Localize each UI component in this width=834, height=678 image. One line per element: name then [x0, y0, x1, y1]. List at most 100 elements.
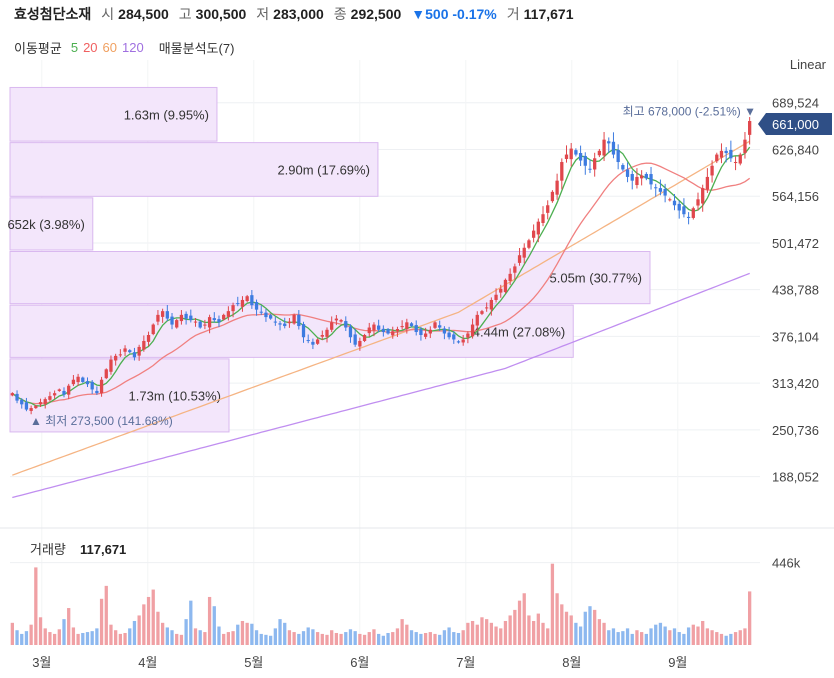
candle-body — [635, 176, 639, 186]
price-tick-label: 564,156 — [772, 189, 819, 204]
scale-mode[interactable]: Linear — [789, 57, 826, 72]
volume-bar — [602, 622, 606, 645]
candle-body — [461, 339, 465, 343]
candle-body — [696, 199, 700, 206]
candle-body — [339, 320, 343, 322]
low-label: 저 — [256, 6, 270, 22]
volume-bar — [733, 632, 738, 645]
volume-bar — [639, 632, 644, 645]
candle-body — [536, 221, 540, 235]
volume-bar — [461, 630, 465, 645]
volume-bar — [672, 628, 677, 645]
candle-body — [560, 162, 564, 181]
volume-bar — [85, 632, 90, 645]
volume-bar — [522, 593, 526, 645]
candle-body — [419, 329, 423, 335]
volume-bar — [226, 632, 231, 645]
candle-body — [611, 141, 616, 155]
candle-body — [184, 313, 188, 319]
ma5-label[interactable]: 5 — [70, 40, 79, 55]
volume-profile-bar — [9, 197, 94, 251]
candle-body — [719, 150, 724, 158]
volume-bar — [377, 633, 381, 645]
candle-body — [189, 315, 193, 321]
volume-profile-title[interactable]: 매물분석도(7) — [158, 41, 235, 56]
ma-title[interactable]: 이동평균 — [14, 41, 62, 56]
volume-bar — [52, 633, 57, 645]
candle-body — [348, 326, 353, 338]
candle-body — [198, 321, 202, 328]
candle-body — [222, 314, 226, 320]
candle-body — [738, 154, 742, 164]
volume-bar — [179, 634, 184, 645]
candle-body — [668, 199, 672, 201]
candle-body — [151, 324, 155, 335]
indicator-legend[interactable]: 이동평균 5 20 60 120 매물분석도(7) — [14, 38, 238, 57]
volume-bar — [301, 631, 306, 645]
volume-bar — [283, 622, 287, 645]
candle-body — [358, 340, 362, 347]
volume-bar — [395, 628, 400, 645]
candle-body — [203, 324, 207, 326]
candle-body — [649, 174, 653, 185]
volume-bar — [240, 620, 245, 645]
volume-bar — [367, 632, 371, 645]
volume-bar — [649, 628, 653, 645]
price-tick-label: 438,788 — [772, 283, 819, 298]
candle-body — [287, 321, 292, 324]
ma120-label[interactable]: 120 — [122, 40, 144, 55]
candle-body — [160, 311, 165, 317]
volume-bar — [701, 620, 705, 645]
volume-bar — [381, 635, 385, 645]
price-tick-label: 626,840 — [772, 142, 819, 157]
volume-bar — [489, 622, 494, 645]
candle-body — [283, 323, 287, 327]
candle-body — [245, 296, 249, 302]
candle-body — [132, 352, 137, 358]
volume-bar — [24, 631, 29, 645]
volume-bar — [320, 633, 324, 645]
volume-bar — [43, 628, 47, 645]
candle-body — [724, 150, 728, 154]
candle-body — [452, 334, 456, 340]
candle-body — [597, 150, 602, 156]
volume-bar — [531, 620, 536, 645]
candle-body — [142, 340, 146, 350]
volume-bar — [160, 622, 165, 645]
volume-bar — [433, 633, 437, 645]
low-value: 283,000 — [273, 6, 324, 22]
volume-bar — [114, 630, 118, 645]
candle-body — [682, 206, 686, 215]
candle-body — [433, 322, 437, 328]
volume-bar — [710, 630, 714, 645]
candle-body — [733, 162, 738, 164]
volume-bar — [156, 611, 160, 645]
open-value: 284,500 — [118, 6, 169, 22]
volume-bar — [513, 609, 517, 645]
price-tick-label: 313,420 — [772, 376, 819, 391]
volume-bar — [555, 593, 559, 645]
candle-body — [428, 329, 432, 334]
volume-bar — [405, 624, 409, 645]
ma60-label[interactable]: 60 — [102, 40, 118, 55]
volume-label: 거 — [506, 6, 520, 22]
candle-body — [710, 165, 714, 176]
price-tick-label: 689,524 — [772, 96, 819, 111]
volume-panel-title: 거래량 — [30, 542, 66, 557]
candle-body — [414, 325, 418, 333]
volume-bar — [569, 615, 573, 645]
candle-body — [555, 180, 559, 195]
candle-body — [377, 325, 381, 330]
candle-body — [578, 153, 583, 161]
close-label: 종 — [333, 6, 347, 22]
candle-body — [715, 154, 719, 162]
high-label: 고 — [178, 6, 192, 22]
candle-body — [654, 187, 658, 189]
candle-body — [527, 240, 531, 248]
candle-body — [268, 315, 273, 319]
candle-body — [494, 294, 498, 300]
ma20-label[interactable]: 20 — [83, 40, 98, 55]
candle-body — [381, 328, 385, 333]
candle-body — [475, 314, 479, 326]
